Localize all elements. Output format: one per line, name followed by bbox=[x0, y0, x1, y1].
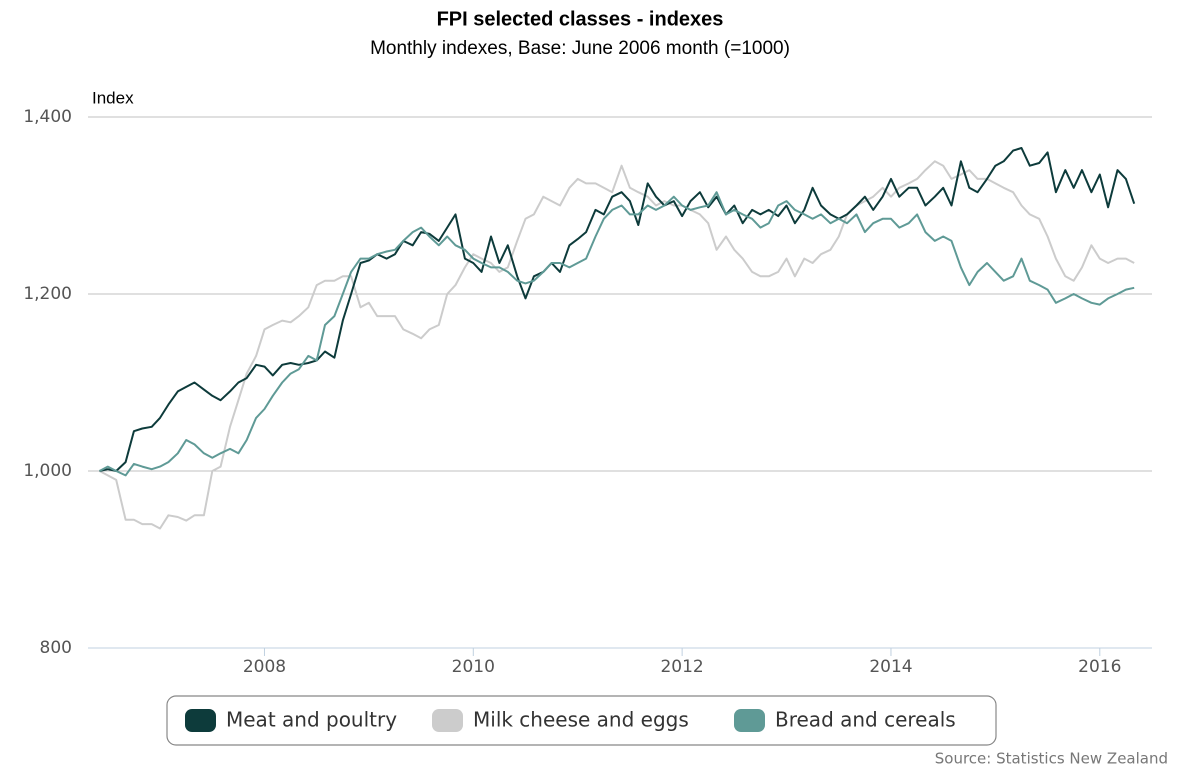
legend-label: Milk cheese and eggs bbox=[473, 708, 689, 732]
y-axis-label: Index bbox=[92, 88, 134, 107]
x-tick-label: 2008 bbox=[243, 657, 286, 677]
x-tick-label: 2016 bbox=[1078, 657, 1121, 677]
x-tick-label: 2012 bbox=[660, 657, 703, 677]
y-tick-label: 1,200 bbox=[23, 284, 72, 304]
legend-label: Bread and cereals bbox=[775, 708, 956, 732]
legend-swatch bbox=[185, 709, 216, 732]
y-tick-label: 800 bbox=[40, 638, 72, 658]
legend-swatch bbox=[734, 709, 765, 732]
legend: Meat and poultry Milk cheese and eggs Brea… bbox=[185, 708, 956, 732]
x-tick-label: 2014 bbox=[869, 657, 912, 677]
y-tick-label: 1,400 bbox=[23, 107, 72, 127]
legend-swatch bbox=[432, 709, 463, 732]
chart-subtitle: Monthly indexes, Base: June 2006 month (… bbox=[370, 38, 790, 59]
y-tick-label: 1,000 bbox=[23, 461, 72, 481]
legend-box bbox=[166, 695, 997, 746]
series-line bbox=[99, 191, 1135, 477]
series-line bbox=[99, 147, 1136, 472]
x-tick-label: 2010 bbox=[452, 657, 495, 677]
series-line bbox=[99, 160, 1135, 530]
chart-title: FPI selected classes - indexes bbox=[437, 8, 724, 30]
legend-label: Meat and poultry bbox=[226, 708, 397, 732]
source-note: Source: Statistics New Zealand bbox=[935, 750, 1168, 768]
